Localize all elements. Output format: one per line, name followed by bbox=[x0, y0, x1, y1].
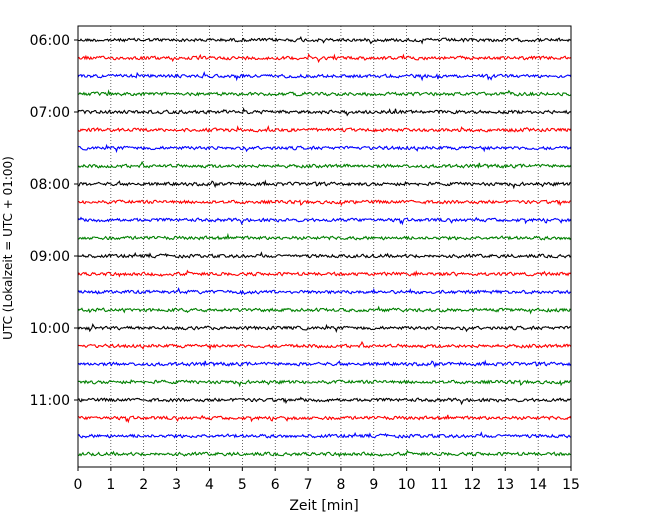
x-tick-label-2: 2 bbox=[139, 477, 148, 493]
trace-0715 bbox=[77, 125, 572, 133]
x-tick-label-11: 11 bbox=[431, 477, 449, 493]
trace-0700 bbox=[77, 107, 572, 117]
x-axis-label: Zeit [min] bbox=[289, 498, 358, 514]
trace-0600 bbox=[77, 36, 572, 45]
trace-1100 bbox=[77, 396, 572, 406]
seismic-traces bbox=[77, 36, 572, 458]
trace-0645 bbox=[77, 89, 572, 97]
trace-0730 bbox=[77, 143, 572, 154]
x-axis-ticks: 0 1 2 3 4 5 6 7 8 9 10 11 12 13 14 15 bbox=[74, 467, 580, 493]
y-axis-ticks: 06:00 07:00 08:00 09:00 10:00 11:00 bbox=[30, 33, 78, 409]
trace-1030 bbox=[77, 359, 572, 369]
trace-0915 bbox=[77, 269, 572, 278]
trace-1000 bbox=[77, 323, 572, 333]
x-tick-label-5: 5 bbox=[238, 477, 247, 493]
x-tick-label-4: 4 bbox=[205, 477, 214, 493]
y-axis-label: UTC (Lokalzeit = UTC + 01:00) bbox=[1, 156, 15, 340]
trace-0930 bbox=[77, 286, 572, 296]
trace-1130 bbox=[77, 431, 572, 439]
x-tick-label-7: 7 bbox=[304, 477, 313, 493]
plot-frame bbox=[77, 25, 572, 468]
x-tick-label-3: 3 bbox=[172, 477, 181, 493]
trace-0615 bbox=[77, 53, 572, 64]
trace-0800 bbox=[77, 179, 572, 190]
trace-1145 bbox=[77, 449, 572, 458]
x-tick-label-0: 0 bbox=[74, 477, 83, 493]
y-tick-label-3: 09:00 bbox=[30, 249, 70, 265]
trace-0845 bbox=[77, 232, 572, 241]
trace-0830 bbox=[77, 216, 572, 226]
y-tick-label-2: 08:00 bbox=[30, 177, 70, 193]
x-tick-label-10: 10 bbox=[398, 477, 416, 493]
trace-0630 bbox=[77, 71, 572, 82]
x-tick-label-14: 14 bbox=[529, 477, 547, 493]
trace-0815 bbox=[77, 199, 572, 207]
y-tick-label-5: 11:00 bbox=[30, 393, 70, 409]
y-tick-label-1: 07:00 bbox=[30, 105, 70, 121]
x-tick-label-13: 13 bbox=[496, 477, 514, 493]
trace-1015 bbox=[77, 340, 572, 351]
trace-0745 bbox=[77, 160, 572, 169]
trace-0945 bbox=[77, 305, 572, 315]
x-tick-label-8: 8 bbox=[336, 477, 345, 493]
trace-0900 bbox=[77, 251, 572, 259]
y-tick-label-4: 10:00 bbox=[30, 321, 70, 337]
trace-1045 bbox=[77, 378, 572, 388]
x-tick-label-12: 12 bbox=[463, 477, 481, 493]
x-tick-label-9: 9 bbox=[369, 477, 378, 493]
y-tick-label-0: 06:00 bbox=[30, 33, 70, 49]
trace-1115 bbox=[77, 414, 572, 424]
x-tick-label-6: 6 bbox=[271, 477, 280, 493]
x-tick-label-15: 15 bbox=[562, 477, 580, 493]
x-tick-label-1: 1 bbox=[106, 477, 115, 493]
